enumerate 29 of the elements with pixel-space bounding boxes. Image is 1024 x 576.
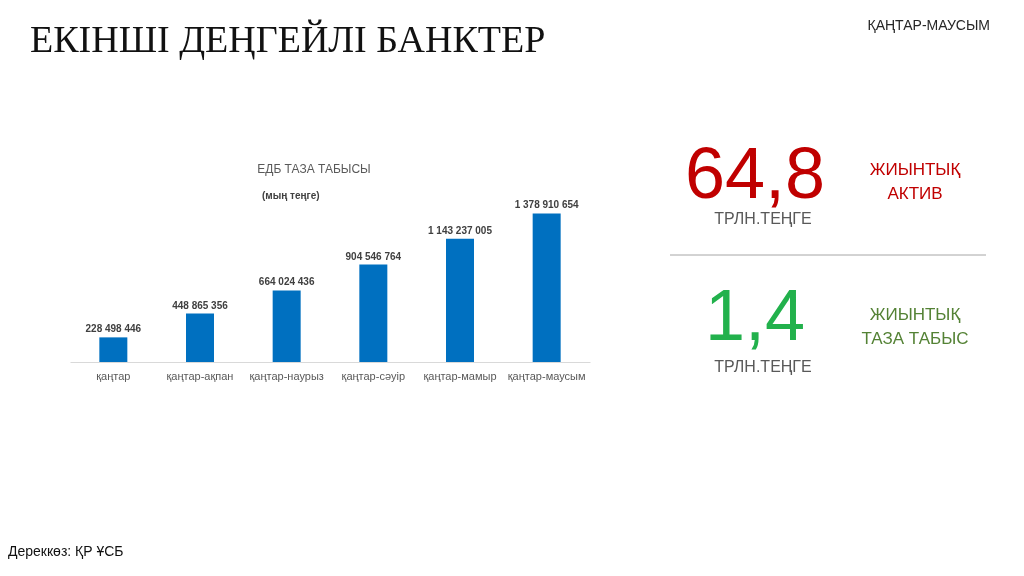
data-label: 228 498 446 [85, 323, 142, 335]
text: ҚАҢТАР-МАУСЫМ [867, 17, 990, 33]
data-label: 448 865 356 [172, 299, 229, 311]
text: ЖИЫНТЫҚ АКТИВ [869, 160, 961, 203]
data-label: 664 024 436 [258, 276, 315, 288]
data-label: 1 143 237 005 [428, 224, 493, 236]
text: ТРЛН.ТЕҢГЕ [714, 358, 812, 375]
bar [532, 213, 561, 362]
data-label: 1 378 910 654 [514, 199, 580, 211]
x-tick-label: қаңтар-мамыр [423, 369, 497, 382]
chart-title: ЕДБ ТАЗА ТАБЫСЫ [257, 162, 371, 176]
x-tick-label: қаңтар-ақпан [166, 369, 234, 382]
text: ЕКІНШІ ДЕҢГЕЙЛІ БАНКТЕР [30, 18, 546, 60]
bar [99, 337, 128, 362]
x-tick-label: қаңтар-маусым [507, 369, 586, 382]
x-tick-label: қаңтар-наурыз [249, 369, 324, 382]
text: ТРЛН.ТЕҢГЕ [714, 210, 812, 227]
text: ЖИЫНТЫҚ ТАЗА ТАБЫС [861, 305, 969, 348]
text: 64,8 [684, 133, 826, 213]
data-label: 904 546 764 [345, 250, 402, 262]
bar [272, 290, 301, 362]
chart-subtitle: (мың теңге) [262, 190, 320, 201]
bar [359, 264, 388, 362]
bar [186, 313, 214, 362]
text: Дереккөз: ҚР ҰСБ [8, 543, 124, 559]
x-tick-label: қаңтар [96, 369, 131, 382]
bar [446, 238, 474, 362]
text: 1,4 [704, 275, 806, 355]
x-tick-label: қаңтар-сәуір [341, 369, 406, 382]
